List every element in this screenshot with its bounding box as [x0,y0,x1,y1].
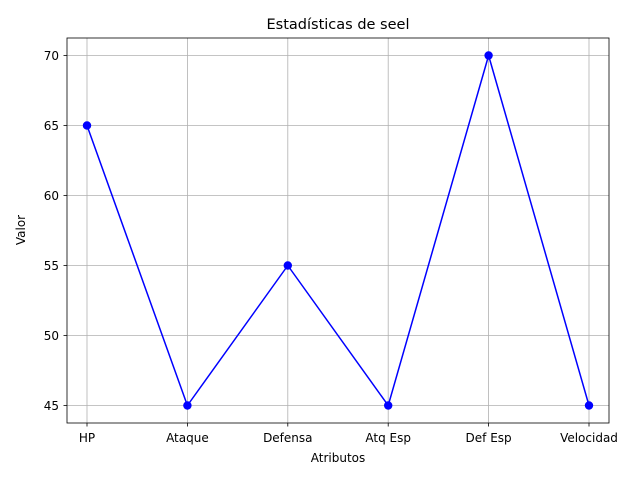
data-point [484,51,493,60]
y-axis-label: Valor [14,215,28,245]
plot-frame [66,37,610,424]
y-tick-label: 70 [44,49,59,63]
chart-title: Estadísticas de seel [267,17,410,33]
data-point [584,401,594,410]
x-tick-label: Def Esp [466,431,512,445]
x-tick-label: Defensa [263,431,312,445]
plot-area [67,38,609,423]
x-axis-label: Atributos [311,451,366,465]
y-tick-label: 65 [44,119,59,133]
series-group [82,51,594,410]
data-point [283,261,292,270]
x-tick-label: HP [79,431,95,445]
x-tick-label: Atq Esp [365,431,411,445]
y-tick-label: 55 [44,259,59,273]
x-axis-ticks: HP Ataque Defensa Atq Esp Def Esp Velocidad [79,423,618,445]
x-tick-label: Velocidad [560,431,618,445]
y-axis-ticks: 45 50 55 60 65 70 [44,49,67,413]
data-point [183,401,192,410]
y-gridlines [67,55,609,406]
y-tick-label: 45 [44,399,59,413]
y-tick-label: 60 [44,189,59,203]
x-gridlines [86,38,590,423]
series-line [86,54,590,407]
x-tick-label: Ataque [166,431,209,445]
data-point [384,401,393,410]
data-point [82,121,92,130]
y-tick-label: 50 [44,329,59,343]
